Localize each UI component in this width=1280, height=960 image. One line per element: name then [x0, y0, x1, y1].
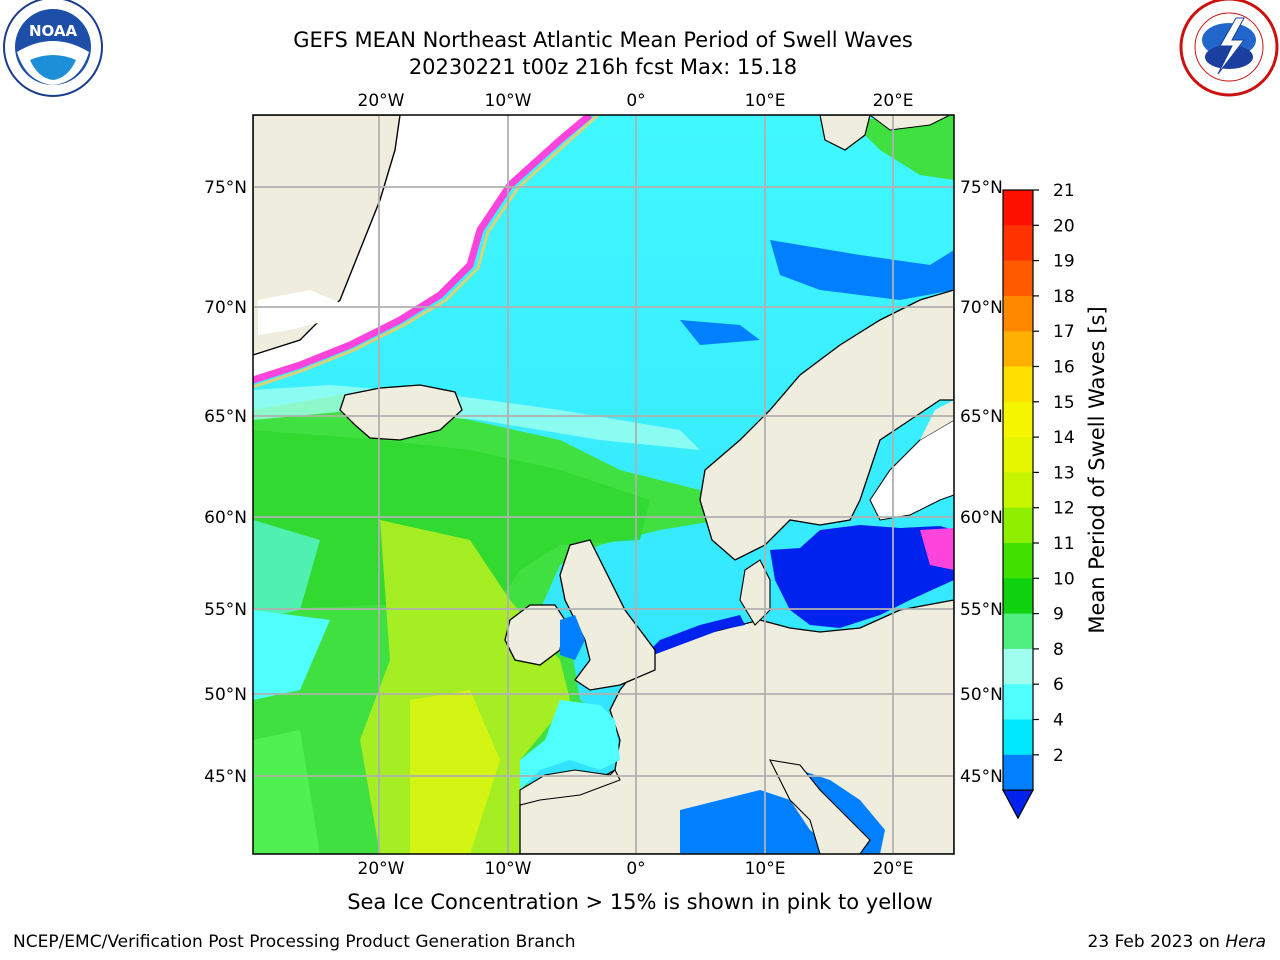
nws-logo: [1179, 0, 1279, 97]
colorbar-tick-label: 15: [1053, 393, 1075, 413]
colorbar-swatch: [1003, 754, 1033, 791]
colorbar-tick-label: 19: [1053, 252, 1075, 272]
lat-tick-right: 60°N: [960, 508, 1003, 528]
mediterranean: [680, 790, 840, 854]
colorbar-swatch: [1003, 684, 1033, 720]
colorbar-swatch: [1003, 366, 1033, 403]
colorbar-swatch: [1003, 295, 1033, 332]
colorbar-swatch: [1003, 401, 1033, 438]
lat-tick-right: 45°N: [960, 767, 1003, 787]
great-britain: [559, 539, 656, 691]
lon-tick-bottom: 0°: [626, 859, 645, 879]
colorbar-tick-label: 21: [1053, 181, 1075, 201]
footer-host: Hera: [1225, 932, 1266, 952]
colorbar-swatch: [1003, 190, 1033, 226]
lon-tick-bottom: 10°E: [745, 859, 786, 879]
footer-date: 23 Feb 2023 on Hera: [1088, 932, 1266, 952]
lat-tick-right: 50°N: [960, 685, 1003, 705]
colorbar-swatch: [1003, 578, 1033, 615]
lat-tick-left: 60°N: [204, 508, 247, 528]
colorbar-tick-label: 8: [1053, 640, 1064, 660]
noaa-logo-text: NOAA: [29, 22, 78, 40]
lat-tick-right: 70°N: [960, 298, 1003, 318]
colorbar-tick-label: 13: [1053, 463, 1075, 483]
colorbar-extend-arrow: [1001, 789, 1035, 820]
noaa-logo: NOAA: [3, 0, 103, 97]
colorbar-tick-label: 14: [1053, 428, 1075, 448]
lat-tick-left: 65°N: [204, 407, 247, 427]
chart-subtitle: 20230221 t00z 216h fcst Max: 15.18: [408, 55, 798, 79]
colorbar-swatch: [1003, 331, 1033, 367]
lon-tick-top: 0°: [626, 91, 645, 111]
colorbar-swatch: [1003, 613, 1033, 650]
colorbar-swatch: [1003, 543, 1033, 579]
colorbar-swatch: [1003, 507, 1033, 544]
caption: Sea Ice Concentration > 15% is shown in …: [347, 890, 933, 914]
lon-tick-top: 20°E: [873, 91, 914, 111]
lat-tick-left: 55°N: [204, 600, 247, 620]
graticule: [253, 115, 954, 854]
chart-title: GEFS MEAN Northeast Atlantic Mean Period…: [293, 28, 913, 52]
colorbar-tick-label: 11: [1053, 534, 1075, 554]
colorbar-swatch: [1003, 260, 1033, 297]
lat-tick-left: 70°N: [204, 298, 247, 318]
colorbar-tick-label: 9: [1053, 605, 1064, 625]
colorbar-swatch: [1003, 225, 1033, 262]
map-frame: [252, 114, 955, 855]
lon-tick-bottom: 10°W: [485, 859, 532, 879]
colorbar-tick-label: 12: [1053, 499, 1075, 519]
colorbar-tick-label: 16: [1053, 358, 1075, 378]
colorbar-swatch: [1003, 472, 1033, 509]
iceland: [339, 384, 463, 441]
colorbar: 21 20 19 18 17 16 15 14 13 12 11 10 9 8 6 4 2: [1001, 181, 1075, 820]
colorbar-tick-label: 4: [1053, 711, 1064, 731]
colorbar-swatch: [1003, 648, 1033, 685]
colorbar-tick-label: 6: [1053, 675, 1064, 695]
lon-tick-top: 20°W: [358, 91, 405, 111]
lat-tick-left: 75°N: [204, 178, 247, 198]
scandinavia: [699, 289, 954, 561]
colorbar-tick-label: 20: [1053, 216, 1075, 236]
lon-tick-top: 10°W: [485, 91, 532, 111]
baltic-sea: [770, 525, 954, 628]
colorbar-swatch: [1003, 437, 1033, 473]
lon-tick-top: 10°E: [745, 91, 786, 111]
colorbar-tick-label: 2: [1053, 746, 1064, 766]
lat-tick-left: 45°N: [204, 767, 247, 787]
colorbar-tick-label: 10: [1053, 569, 1075, 589]
lon-tick-bottom: 20°W: [358, 859, 405, 879]
lat-tick-left: 50°N: [204, 685, 247, 705]
colorbar-tick-label: 17: [1053, 322, 1075, 342]
lat-tick-right: 65°N: [960, 407, 1003, 427]
footer-credit: NCEP/EMC/Verification Post Processing Pr…: [13, 932, 576, 952]
lat-tick-right: 55°N: [960, 600, 1003, 620]
lat-tick-right: 75°N: [960, 178, 1003, 198]
colorbar-label: Mean Period of Swell Waves [s]: [1085, 306, 1109, 633]
colorbar-tick-label: 18: [1053, 287, 1075, 307]
colorbar-swatch: [1003, 719, 1033, 756]
lon-tick-bottom: 20°E: [873, 859, 914, 879]
footer-date-text: 23 Feb 2023 on: [1087, 932, 1220, 952]
